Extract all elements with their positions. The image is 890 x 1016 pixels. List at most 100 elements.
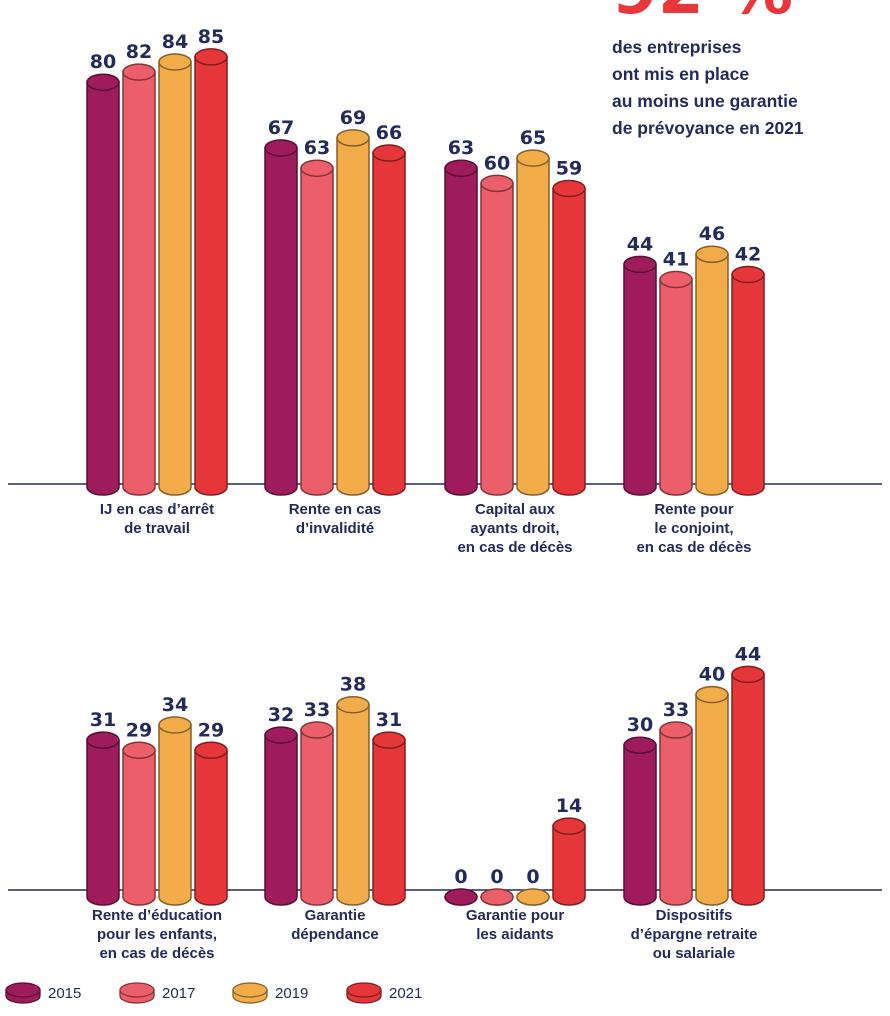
bar-body: [731, 673, 765, 906]
category-label-line: d’invalidité: [296, 520, 374, 537]
bar-2017: [122, 741, 156, 906]
bar-body: [444, 167, 478, 496]
bar-body: [623, 744, 657, 906]
data-label: 44: [735, 643, 761, 665]
category-label-line: ou salariale: [653, 945, 736, 962]
bar-2019: [158, 716, 192, 906]
bar-top: [623, 736, 657, 754]
callout-text: des entreprises ont mis en place au moin…: [612, 34, 882, 142]
bar-body: [194, 56, 228, 496]
data-label: 31: [90, 709, 116, 731]
data-label: 31: [376, 709, 402, 731]
bar-2015: [623, 736, 657, 906]
data-label: 0: [454, 866, 467, 888]
bar-2017: [480, 174, 514, 496]
bar-body: [372, 739, 406, 906]
bar-2019: [695, 245, 729, 496]
category-label-line: pour les enfants,: [97, 926, 217, 943]
bar-body: [300, 167, 334, 496]
bar-2017: [480, 888, 514, 906]
bar-body: [264, 147, 298, 496]
bar-top: [516, 888, 550, 906]
bar-body: [623, 263, 657, 496]
data-label: 34: [162, 694, 188, 716]
legend-item-2021: 2021: [346, 982, 422, 1004]
category-label-line: IJ en cas d’arrêt: [100, 501, 214, 518]
bar-2017: [300, 721, 334, 906]
category-label-line: Capital aux: [475, 501, 556, 518]
bar-2019: [516, 888, 550, 906]
bar-2015: [86, 731, 120, 906]
category-label-line: Rente pour: [654, 501, 733, 518]
bar-top: [695, 245, 729, 263]
bar-2019: [158, 53, 192, 496]
bar-top: [552, 179, 586, 198]
category-label: IJ en cas d’arrêt de travail: [100, 501, 214, 537]
data-label: 65: [520, 127, 546, 149]
data-label: 33: [663, 699, 689, 721]
callout-line: au moins une garantie: [612, 91, 798, 111]
bar-body: [659, 729, 693, 906]
bar-body: [552, 825, 586, 906]
bar-top: [731, 265, 765, 284]
bar-top: [731, 665, 765, 684]
category-label: Dispositifs d’épargne retraite ou salarial…: [631, 907, 758, 962]
bar-top: [444, 888, 478, 906]
bar-body: [194, 749, 228, 906]
data-label: 44: [627, 233, 653, 255]
callout-big-number: 92 %: [612, 0, 793, 24]
bar-top: [480, 174, 514, 193]
data-label: 41: [663, 249, 689, 271]
data-label: 0: [526, 866, 539, 888]
callout-line: ont mis en place: [612, 64, 750, 84]
bar-top: [194, 48, 228, 66]
bar-body: [122, 749, 156, 906]
category-label: Rente d’éducation pour les enfants, en cas…: [92, 907, 222, 962]
category-label: Rente en cas d’invalidité: [289, 501, 382, 537]
bar-2019: [336, 695, 370, 906]
bar-2017: [659, 270, 693, 496]
bar-top: [516, 149, 550, 167]
category-label: Capital aux ayants droit, en cas de décès: [457, 501, 572, 556]
data-label: 84: [162, 31, 188, 53]
callout-line: des entreprises: [612, 37, 742, 57]
data-label: 32: [268, 704, 294, 726]
data-label: 38: [340, 674, 366, 696]
bar-2017: [659, 721, 693, 906]
data-label: 82: [126, 41, 152, 63]
legend-swatch-top: [232, 982, 268, 998]
category-label-line: Dispositifs: [656, 907, 733, 924]
data-label: 29: [126, 719, 152, 741]
legend-swatch-top: [119, 982, 155, 998]
category-label-line: le conjoint,: [654, 520, 733, 537]
category-label-line: Rente d’éducation: [92, 907, 222, 924]
category-label-line: en cas de décès: [457, 539, 572, 556]
legend-item-2019: 2019: [232, 982, 308, 1004]
bar-2021: [731, 665, 765, 906]
data-label: 46: [699, 223, 725, 245]
bar-body: [300, 729, 334, 906]
bar-top: [552, 817, 586, 835]
category-label-line: ayants droit,: [470, 520, 559, 537]
bar-top: [300, 159, 334, 177]
bar-top: [336, 129, 370, 147]
bar-2021: [194, 741, 228, 906]
data-label: 66: [376, 122, 402, 144]
bar-top: [372, 144, 406, 162]
bar-top: [659, 270, 693, 289]
category-label-line: Garantie: [305, 907, 366, 924]
category-label-line: Garantie pour: [466, 907, 565, 924]
legend-swatch-top: [5, 982, 41, 998]
bar-top: [623, 255, 657, 274]
data-label: 59: [556, 157, 582, 179]
bar-2015: [264, 726, 298, 906]
bar-top: [659, 721, 693, 739]
bar-2015: [86, 73, 120, 496]
category-label-line: d’épargne retraite: [631, 926, 758, 943]
bar-body: [695, 693, 729, 906]
bar-body: [86, 739, 120, 906]
bar-body: [86, 81, 120, 496]
data-label: 0: [490, 866, 503, 888]
bar-body: [336, 703, 370, 906]
bar-top: [695, 685, 729, 704]
